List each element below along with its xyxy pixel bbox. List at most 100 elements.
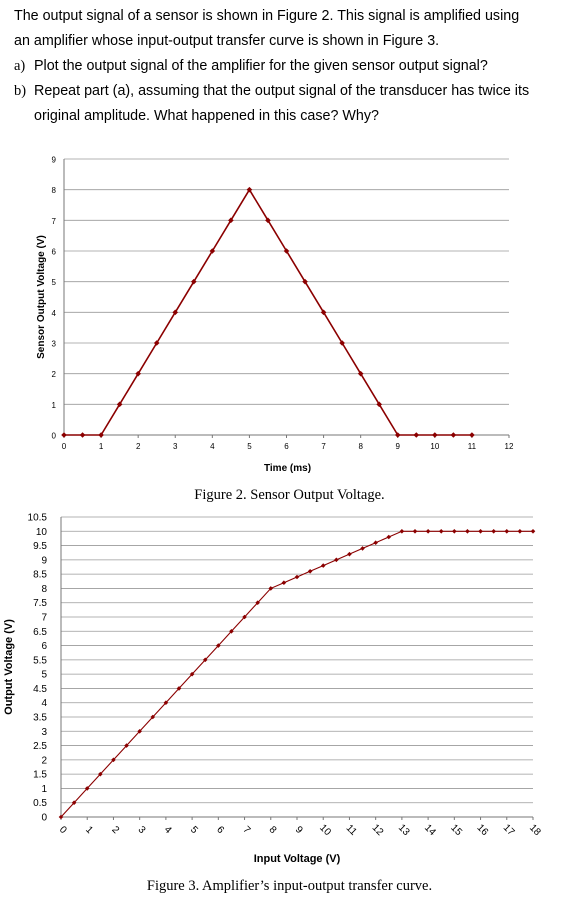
y-tick-label: 9 bbox=[52, 156, 57, 165]
y-tick-label: 3 bbox=[52, 340, 57, 349]
data-point bbox=[283, 248, 290, 254]
data-point bbox=[320, 563, 326, 568]
y-tick-label: 8.5 bbox=[33, 570, 47, 581]
y-tick-label: 6.5 bbox=[33, 627, 47, 638]
x-tick-label: 3 bbox=[173, 442, 178, 451]
x-tick-label: 15 bbox=[448, 822, 464, 838]
data-point bbox=[465, 528, 470, 534]
question-a: a) Plot the output signal of the amplifi… bbox=[14, 54, 574, 79]
data-point bbox=[98, 771, 103, 777]
y-axis-title: Sensor Output Voltage (V) bbox=[36, 235, 47, 359]
y-tick-label: 3.5 bbox=[33, 713, 47, 724]
problem-statement: The output signal of a sensor is shown i… bbox=[14, 4, 574, 129]
y-tick-label: 4 bbox=[41, 698, 47, 709]
data-point bbox=[307, 568, 313, 574]
data-point bbox=[320, 309, 327, 316]
data-point bbox=[153, 340, 160, 346]
data-point bbox=[504, 528, 510, 534]
x-tick-label: 4 bbox=[210, 442, 215, 451]
y-tick-label: 1 bbox=[41, 784, 47, 795]
data-point bbox=[71, 800, 77, 806]
data-point bbox=[116, 401, 123, 408]
data-point bbox=[491, 528, 496, 534]
y-tick-label: 0.5 bbox=[33, 798, 47, 809]
question-b-text-2: original amplitude. What happened in thi… bbox=[34, 108, 379, 124]
data-point bbox=[176, 686, 182, 691]
data-point bbox=[246, 186, 253, 193]
data-point bbox=[209, 248, 216, 254]
data-point bbox=[98, 432, 104, 438]
data-point bbox=[373, 540, 378, 546]
data-point bbox=[79, 432, 86, 438]
y-tick-label: 6 bbox=[41, 641, 47, 652]
question-b-label: b) bbox=[14, 83, 27, 99]
x-tick-label: 17 bbox=[501, 822, 517, 838]
data-point bbox=[137, 728, 142, 734]
y-tick-label: 1.5 bbox=[33, 770, 47, 781]
y-tick-label: 1 bbox=[52, 401, 57, 410]
x-tick-label: 1 bbox=[99, 442, 104, 451]
x-tick-label: 18 bbox=[527, 822, 543, 838]
figure-2-caption: Figure 2. Sensor Output Voltage. bbox=[194, 487, 385, 503]
data-point bbox=[360, 546, 365, 551]
transfer-curve-chart: 0 0.5 1 1.5 2 2.5 3 3.5 4 4.5 5 5.5 6 6.5 7 7.5 8 8.5 9 9.5… bbox=[3, 513, 543, 866]
y-tick-label: 5 bbox=[41, 670, 47, 681]
data-point bbox=[517, 528, 523, 534]
data-point bbox=[172, 309, 179, 316]
x-tick-label: 6 bbox=[284, 442, 289, 451]
x-axis-title: Time (ms) bbox=[264, 463, 311, 474]
data-point bbox=[294, 574, 300, 580]
x-tick-label: 9 bbox=[293, 824, 305, 836]
x-tick-label: 8 bbox=[267, 824, 279, 836]
y-tick-label: 2.5 bbox=[33, 741, 47, 752]
data-point bbox=[469, 432, 475, 438]
data-point bbox=[216, 643, 221, 648]
data-point bbox=[412, 528, 418, 534]
data-point bbox=[432, 432, 438, 438]
data-point bbox=[255, 600, 260, 606]
question-a-text: Plot the output signal of the amplifier … bbox=[34, 58, 488, 74]
x-tick-label: 6 bbox=[214, 824, 226, 836]
question-b: b) Repeat part (a), assuming that the ou… bbox=[14, 79, 574, 104]
y-tick-label: 2 bbox=[52, 370, 57, 379]
x-tick-label: 9 bbox=[396, 442, 401, 451]
x-tick-label: 0 bbox=[62, 442, 67, 451]
data-point bbox=[302, 278, 308, 285]
y-tick-label: 0 bbox=[52, 432, 57, 441]
x-tick-label: 2 bbox=[136, 442, 141, 451]
data-point bbox=[450, 432, 457, 438]
data-point bbox=[190, 278, 197, 285]
data-point bbox=[202, 657, 208, 663]
y-tick-label: 7 bbox=[41, 613, 47, 624]
x-tick-label: 10 bbox=[430, 442, 439, 451]
data-point bbox=[357, 370, 364, 377]
data-point bbox=[84, 786, 90, 791]
y-tick-label: 2 bbox=[41, 755, 47, 766]
x-tick-label: 11 bbox=[468, 442, 477, 451]
data-point bbox=[268, 586, 274, 591]
x-tick-label: 7 bbox=[240, 824, 252, 836]
data-point bbox=[111, 757, 116, 763]
data-point bbox=[530, 528, 536, 534]
data-point bbox=[347, 551, 352, 557]
y-tick-label: 10 bbox=[36, 527, 48, 538]
x-tick-label: 5 bbox=[247, 442, 252, 451]
data-point bbox=[425, 528, 431, 534]
data-point bbox=[124, 743, 129, 748]
x-tick-label: 16 bbox=[475, 822, 491, 838]
data-point bbox=[135, 370, 141, 377]
x-tick-label: 1 bbox=[83, 824, 95, 836]
y-tick-label: 8 bbox=[41, 584, 47, 595]
intro-line-2: an amplifier whose input-output transfer… bbox=[14, 33, 440, 49]
y-tick-label: 7.5 bbox=[33, 598, 47, 609]
data-point bbox=[281, 580, 287, 586]
x-tick-label: 3 bbox=[136, 824, 148, 836]
x-tick-label: 12 bbox=[505, 442, 514, 451]
data-point bbox=[478, 528, 483, 534]
x-tick-label: 0 bbox=[57, 824, 69, 836]
x-tick-label: 2 bbox=[109, 824, 121, 836]
data-point bbox=[376, 401, 383, 408]
x-tick-label: 13 bbox=[396, 822, 412, 838]
data-point bbox=[228, 217, 234, 224]
y-tick-label: 4.5 bbox=[33, 684, 47, 695]
